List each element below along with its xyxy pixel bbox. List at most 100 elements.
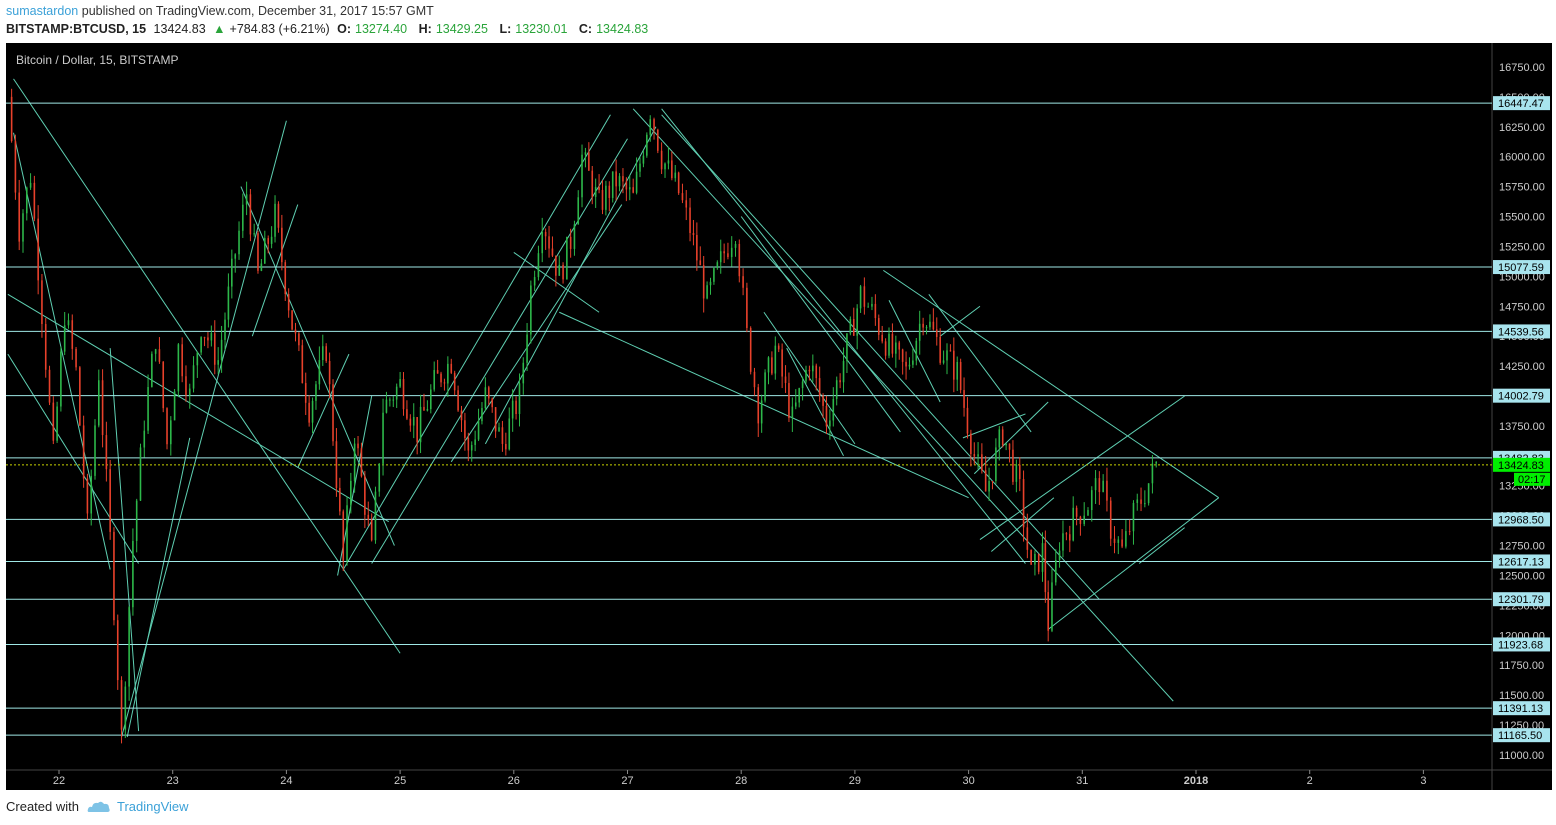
candle-up[interactable]	[664, 163, 666, 170]
candle-down[interactable]	[10, 96, 13, 142]
candle-up[interactable]	[192, 365, 195, 389]
candle-up[interactable]	[767, 357, 770, 373]
candle-down[interactable]	[699, 260, 702, 266]
candle-up[interactable]	[94, 425, 96, 476]
candle-down[interactable]	[685, 200, 688, 208]
trend-line[interactable]	[928, 293, 1032, 433]
candle-down[interactable]	[37, 218, 39, 281]
candle-up[interactable]	[429, 389, 432, 410]
candle-down[interactable]	[18, 192, 21, 242]
candle-down[interactable]	[79, 367, 81, 426]
candle-up[interactable]	[29, 182, 32, 188]
candle-up[interactable]	[382, 412, 384, 464]
candle-down[interactable]	[1008, 443, 1011, 450]
candle-down[interactable]	[874, 303, 877, 319]
trend-line[interactable]	[786, 347, 844, 457]
candle-up[interactable]	[764, 372, 766, 401]
candle-up[interactable]	[925, 327, 928, 329]
candle-down[interactable]	[825, 405, 828, 427]
candle-up[interactable]	[977, 454, 979, 457]
candle-down[interactable]	[267, 238, 270, 244]
candle-up[interactable]	[908, 364, 911, 367]
candle-down[interactable]	[808, 369, 811, 372]
candle-up[interactable]	[859, 286, 862, 309]
candle-up[interactable]	[618, 176, 621, 187]
candle-down[interactable]	[671, 160, 673, 179]
candle-down[interactable]	[601, 189, 604, 210]
candle-down[interactable]	[487, 387, 490, 399]
candle-up[interactable]	[484, 387, 487, 409]
candle-down[interactable]	[738, 243, 741, 277]
trend-line[interactable]	[297, 353, 350, 468]
candle-down[interactable]	[491, 398, 493, 408]
trend-line[interactable]	[962, 413, 1026, 439]
candle-up[interactable]	[719, 251, 722, 263]
candle-up[interactable]	[584, 152, 587, 155]
trend-line[interactable]	[109, 348, 140, 732]
candle-down[interactable]	[203, 337, 206, 339]
candle-down[interactable]	[877, 318, 880, 335]
candle-up[interactable]	[511, 400, 514, 419]
trend-line[interactable]	[13, 132, 111, 570]
candle-up[interactable]	[395, 386, 398, 400]
candle-down[interactable]	[467, 437, 470, 451]
candle-up[interactable]	[895, 342, 897, 354]
candle-up[interactable]	[594, 186, 597, 197]
candle-down[interactable]	[852, 319, 855, 336]
candle-up[interactable]	[132, 540, 134, 608]
candle-up[interactable]	[508, 418, 511, 450]
candle-up[interactable]	[177, 344, 180, 392]
trend-line[interactable]	[342, 114, 611, 570]
candle-up[interactable]	[646, 134, 648, 156]
candle-down[interactable]	[304, 383, 307, 403]
candle-up[interactable]	[573, 224, 576, 249]
candle-up[interactable]	[426, 409, 429, 411]
candle-up[interactable]	[481, 408, 483, 422]
trend-line[interactable]	[513, 251, 600, 313]
candle-up[interactable]	[856, 308, 858, 336]
candle-down[interactable]	[777, 345, 780, 350]
candle-down[interactable]	[162, 361, 165, 409]
candle-up[interactable]	[318, 360, 321, 385]
candle-up[interactable]	[639, 163, 641, 172]
candle-down[interactable]	[884, 341, 887, 356]
candle-up[interactable]	[25, 187, 28, 214]
trend-line[interactable]	[7, 293, 389, 523]
candle-up[interactable]	[151, 353, 153, 388]
candle-up[interactable]	[605, 185, 607, 210]
candle-up[interactable]	[188, 388, 191, 396]
candle-up[interactable]	[220, 339, 223, 361]
candle-down[interactable]	[298, 333, 300, 346]
candle-up[interactable]	[888, 333, 890, 356]
candle-down[interactable]	[970, 433, 972, 455]
candle-down[interactable]	[75, 348, 77, 368]
candle-down[interactable]	[1140, 499, 1142, 504]
candle-down[interactable]	[598, 186, 600, 190]
candle-up[interactable]	[1041, 543, 1044, 572]
candle-up[interactable]	[635, 171, 638, 193]
candle-up[interactable]	[399, 379, 401, 387]
tradingview-link[interactable]: TradingView	[87, 799, 189, 814]
candle-up[interactable]	[1015, 464, 1018, 482]
candle-down[interactable]	[963, 390, 965, 408]
candle-down[interactable]	[1075, 507, 1078, 517]
candle-up[interactable]	[706, 285, 708, 299]
candle-up[interactable]	[128, 607, 130, 687]
candle-down[interactable]	[364, 476, 366, 515]
candle-up[interactable]	[274, 203, 276, 237]
candle-up[interactable]	[1144, 503, 1146, 505]
candle-up[interactable]	[1062, 533, 1064, 551]
candle-down[interactable]	[185, 376, 187, 396]
candle-down[interactable]	[291, 310, 293, 330]
candle-down[interactable]	[409, 418, 412, 426]
candle-down[interactable]	[922, 323, 924, 328]
candle-down[interactable]	[281, 227, 283, 263]
candle-down[interactable]	[71, 320, 74, 349]
candle-down[interactable]	[901, 349, 904, 362]
time-axis[interactable]	[6, 770, 1552, 790]
candle-up[interactable]	[263, 238, 266, 264]
candle-down[interactable]	[1047, 592, 1049, 631]
candle-up[interactable]	[385, 399, 388, 413]
candle-down[interactable]	[939, 336, 941, 363]
candle-up[interactable]	[238, 230, 240, 255]
